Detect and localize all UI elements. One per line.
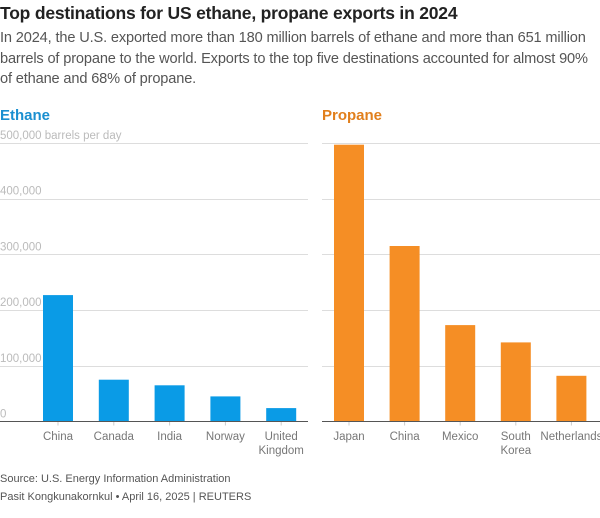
- ethane-ytick-label: 400,000: [0, 186, 42, 198]
- propane-bar: [334, 144, 364, 422]
- propane-bar: [389, 246, 420, 422]
- ethane-category-label: Canada: [94, 431, 135, 443]
- ethane-category-label: India: [157, 431, 183, 443]
- ethane-category-label: Norway: [206, 431, 245, 443]
- propane-category-label: Netherlands: [540, 431, 600, 443]
- ethane-ytick-label: 300,000: [0, 241, 42, 253]
- ethane-bar: [210, 396, 241, 422]
- propane-bar: [445, 325, 476, 422]
- ethane-category-label: United: [265, 431, 298, 443]
- propane-category-label: Mexico: [442, 431, 478, 443]
- propane-category-label: China: [390, 431, 421, 443]
- propane-category-label: South: [501, 431, 531, 443]
- ethane-bar: [43, 295, 73, 422]
- ethane-ytick-label: 100,000: [0, 353, 42, 365]
- propane-category-label: Japan: [333, 431, 364, 443]
- ethane-ytick-label: 200,000: [0, 297, 42, 309]
- ethane-category-label: China: [43, 431, 74, 443]
- chart-subtitle: In 2024, the U.S. exported more than 180…: [0, 30, 588, 87]
- chart-title: Top destinations for US ethane, propane …: [0, 3, 458, 23]
- propane-category-label: Korea: [500, 445, 531, 457]
- ethane-bar: [154, 385, 185, 422]
- ethane-ytick-label: 0: [0, 409, 6, 421]
- ethane-ytick-label: 500,000 barrels per day: [0, 130, 122, 142]
- ethane-bar: [266, 408, 297, 422]
- credit-line: Pasit Kongkunakornkul • April 16, 2025 |…: [0, 491, 252, 503]
- ethane-panel-title: Ethane: [0, 107, 51, 124]
- ethane-bar: [98, 379, 129, 422]
- propane-bar: [556, 375, 587, 422]
- propane-panel-title: Propane: [322, 107, 383, 124]
- propane-bar: [500, 342, 531, 422]
- source-note: Source: U.S. Energy Information Administ…: [0, 473, 231, 485]
- ethane-category-label: Kingdom: [259, 445, 304, 457]
